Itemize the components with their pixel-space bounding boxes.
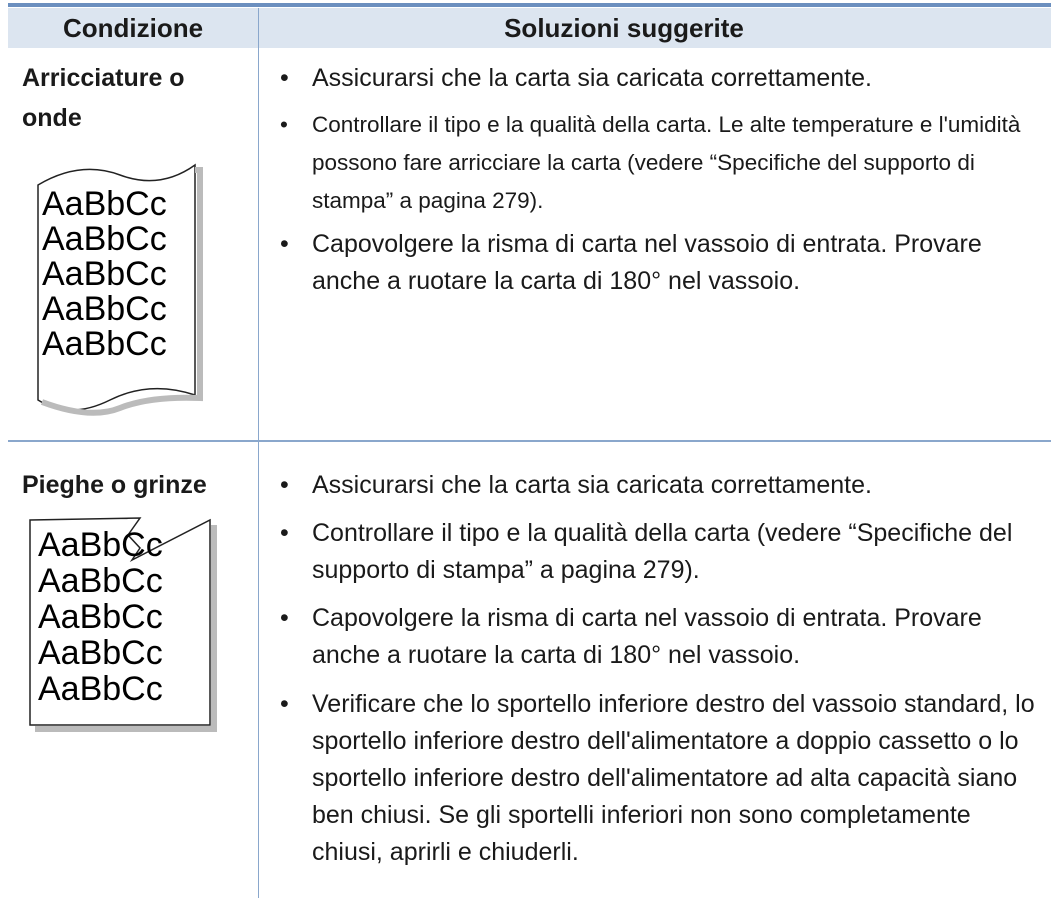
header-bg	[8, 8, 1051, 48]
top-rule	[8, 3, 1051, 7]
illustration-text: AaBbCc	[42, 255, 167, 293]
illustration-text: AaBbCc	[38, 562, 163, 600]
illustration-text: AaBbCc	[38, 598, 163, 636]
paper-shadow	[35, 525, 217, 732]
illustration-text: AaBbCc	[38, 670, 163, 708]
illustration-text: AaBbCc	[42, 325, 167, 363]
solution-item: Assicurarsi che la carta sia caricata co…	[280, 60, 1048, 97]
solution-item: Capovolgere la risma di carta nel vassoi…	[280, 600, 1048, 674]
solution-item: Assicurarsi che la carta sia caricata co…	[280, 467, 1048, 504]
paper-shadow	[40, 167, 203, 416]
illustration-text: AaBbCc	[42, 290, 167, 328]
illustration-text: AaBbCc	[38, 526, 163, 564]
solution-item: Controllare il tipo e la qualità della c…	[280, 515, 1048, 589]
header-cell: Soluzioni suggerite	[504, 13, 744, 43]
solution-item: Controllare il tipo e la qualità della c…	[280, 106, 1048, 220]
illustrations: AaBbCcAaBbCcAaBbCcAaBbCcAaBbCcAaBbCcAaBb…	[29, 163, 217, 732]
solution-item: Verificare che lo sportello inferiore de…	[280, 686, 1048, 871]
curled-paper	[37, 163, 196, 411]
condition: Arricciature o onde	[22, 64, 185, 132]
illustration-text: AaBbCc	[42, 185, 167, 223]
creased-paper	[29, 517, 211, 726]
row-divider	[8, 440, 1051, 442]
header-cell: Condizione	[62, 13, 204, 43]
condition: Pieghe o grinze	[22, 471, 207, 499]
illustration-text: AaBbCc	[38, 634, 163, 672]
solution-item: Capovolgere la risma di carta nel vassoi…	[280, 226, 1048, 300]
column-divider	[258, 8, 259, 898]
illustration-text: AaBbCc	[42, 220, 167, 258]
